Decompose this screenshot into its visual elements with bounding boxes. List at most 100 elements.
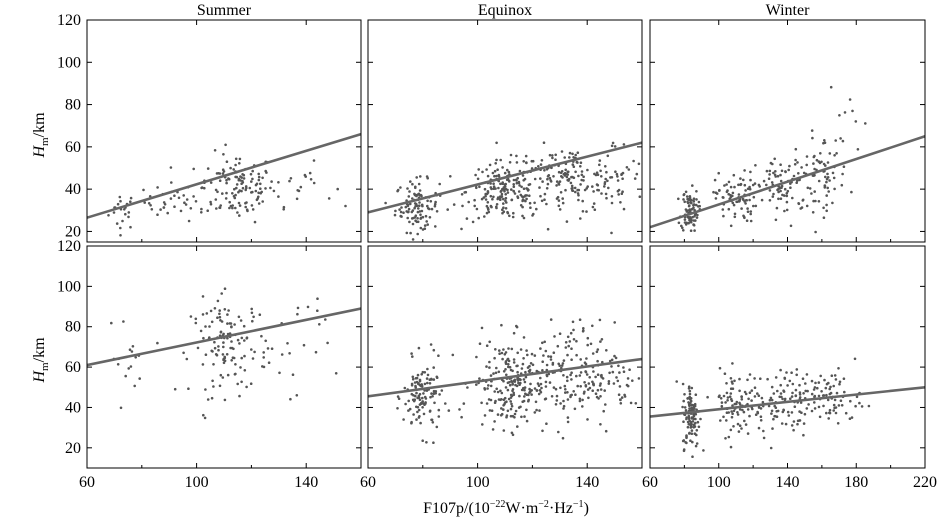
- data-point: [753, 377, 756, 380]
- data-point: [218, 312, 221, 316]
- panel-3: Winter: [649, 2, 926, 243]
- data-point: [162, 206, 166, 209]
- data-point: [223, 355, 226, 359]
- data-point: [429, 395, 432, 399]
- data-point: [694, 219, 697, 222]
- data-point: [576, 151, 580, 154]
- data-point: [767, 177, 771, 180]
- data-point: [560, 170, 564, 173]
- data-point: [257, 172, 261, 176]
- data-point: [214, 198, 218, 201]
- data-point: [541, 429, 544, 433]
- data-point: [204, 325, 207, 328]
- data-point: [793, 405, 797, 409]
- data-point: [162, 201, 166, 204]
- data-point: [719, 397, 723, 400]
- data-point: [694, 393, 698, 397]
- data-point: [691, 420, 695, 423]
- data-point: [477, 168, 481, 171]
- data-point: [537, 384, 541, 388]
- data-point: [772, 392, 776, 395]
- data-point: [548, 176, 552, 180]
- data-point: [552, 175, 555, 178]
- data-point: [554, 158, 557, 161]
- data-point: [517, 381, 520, 385]
- data-point: [417, 192, 421, 196]
- data-point: [596, 183, 600, 187]
- data-point: [792, 420, 796, 423]
- data-point: [826, 398, 830, 402]
- data-point: [683, 406, 687, 409]
- data-point: [689, 220, 693, 224]
- data-point: [419, 175, 422, 178]
- data-point: [706, 395, 709, 399]
- data-point: [219, 373, 223, 377]
- data-point: [426, 367, 429, 371]
- data-point: [834, 378, 838, 381]
- data-point: [691, 215, 694, 219]
- data-point: [591, 205, 595, 209]
- data-point: [255, 198, 259, 202]
- data-point: [119, 226, 122, 230]
- data-point: [506, 210, 509, 214]
- data-point: [727, 411, 730, 414]
- data-point: [505, 400, 508, 404]
- data-point: [252, 315, 255, 319]
- data-point: [806, 389, 809, 393]
- data-point: [798, 391, 802, 394]
- panel-frame: [86, 19, 362, 243]
- data-point: [631, 379, 634, 383]
- data-point: [695, 442, 699, 445]
- data-point: [488, 340, 492, 344]
- data-point: [512, 358, 516, 361]
- data-point: [491, 197, 494, 201]
- data-point: [485, 402, 489, 405]
- data-point: [487, 210, 491, 214]
- data-point: [507, 359, 511, 363]
- data-point: [130, 350, 134, 353]
- data-point: [411, 197, 414, 200]
- data-point: [586, 336, 590, 340]
- data-point: [810, 392, 814, 396]
- data-point: [779, 179, 783, 183]
- data-point: [787, 414, 791, 417]
- data-point: [541, 341, 544, 345]
- data-point: [222, 357, 225, 361]
- data-point: [782, 408, 785, 412]
- data-point: [731, 404, 734, 407]
- data-point: [570, 184, 574, 188]
- data-point: [616, 175, 619, 178]
- data-point: [550, 395, 554, 398]
- data-point: [774, 415, 777, 418]
- data-point: [539, 163, 543, 166]
- data-point: [449, 175, 452, 178]
- data-point: [232, 168, 235, 171]
- data-point: [296, 306, 300, 310]
- data-point: [516, 364, 519, 368]
- data-point: [611, 141, 615, 145]
- data-point: [229, 166, 232, 170]
- data-point: [419, 193, 423, 197]
- data-point: [446, 208, 450, 211]
- data-point: [411, 375, 415, 379]
- data-point: [206, 209, 209, 212]
- data-point: [776, 389, 779, 393]
- data-point: [801, 198, 805, 202]
- data-point: [488, 366, 491, 369]
- data-point: [572, 176, 576, 180]
- data-point: [842, 377, 846, 381]
- data-point: [417, 382, 420, 385]
- data-point: [500, 407, 503, 410]
- data-point: [426, 381, 429, 385]
- data-point: [538, 186, 541, 189]
- data-point: [544, 385, 548, 388]
- data-point: [566, 353, 569, 357]
- data-point: [573, 407, 577, 411]
- data-point: [498, 349, 501, 352]
- data-point: [561, 362, 565, 365]
- data-point: [690, 429, 694, 432]
- data-point: [318, 323, 321, 326]
- data-point: [234, 206, 237, 210]
- data-point: [825, 393, 828, 397]
- data-point: [516, 425, 519, 428]
